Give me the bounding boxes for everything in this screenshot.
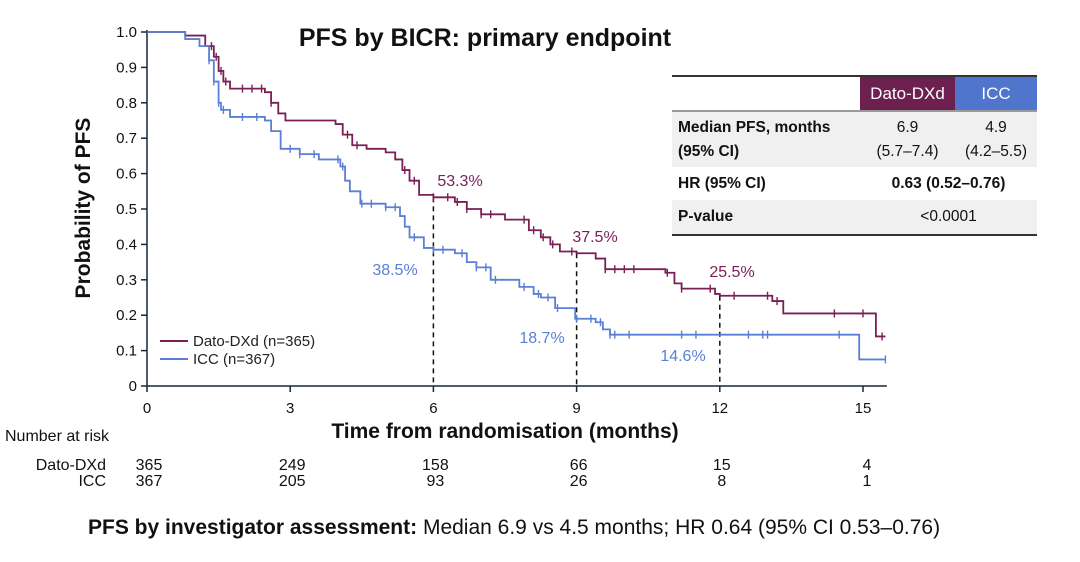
y-tick-label: 0.8: [116, 95, 137, 112]
risk-row-label-icc: ICC: [78, 473, 106, 490]
p-value: <0.0001: [920, 208, 977, 225]
hr-value: 0.63 (0.52–0.76): [891, 174, 1006, 192]
x-tick-label: 12: [711, 400, 728, 417]
table-header-row: Dato-DXd ICC: [672, 75, 1037, 110]
risk-value: 367: [135, 473, 163, 490]
y-tick-label: 0.1: [116, 343, 137, 360]
y-tick-label: 0.9: [116, 59, 137, 76]
risk-value: 26: [569, 473, 588, 490]
header-icc: ICC: [955, 77, 1037, 110]
risk-value: 15: [712, 457, 731, 474]
summary-table: Dato-DXd ICC Median PFS, months (95% CI) …: [672, 75, 1037, 236]
x-tick-label: 15: [855, 400, 872, 417]
y-tick-label: 0.5: [116, 201, 137, 218]
y-axis-label: Probability of PFS: [72, 117, 95, 299]
legend-label: ICC (n=367): [193, 351, 275, 368]
p-label: P-value: [678, 208, 734, 225]
chart-title: PFS by BICR: primary endpoint: [298, 24, 672, 52]
x-tick-label: 9: [572, 400, 580, 417]
x-tick-label: 0: [143, 400, 151, 417]
hr-label: HR (95% CI): [678, 174, 766, 192]
median-ci-label: (95% CI): [678, 142, 740, 160]
footer-text: Median 6.9 vs 4.5 months; HR 0.64 (95% C…: [417, 516, 941, 539]
km-plot: 0 0.1 0.2 0.3 0.4 0.5 0.6 0.7 0.8 0.9 1.0 0 3 6 9 12 15 5…: [116, 24, 887, 417]
footer-bold: PFS by investigator assessment:: [88, 516, 418, 539]
median-label: Median PFS, months: [678, 118, 831, 136]
y-tick-label: 0: [129, 378, 137, 395]
x-tick-label: 6: [429, 400, 437, 417]
risk-table-title: Number at risk: [5, 428, 110, 445]
risk-value: 365: [135, 457, 163, 474]
landmark-label: 14.6%: [660, 348, 705, 365]
risk-value: 1: [862, 473, 872, 490]
p-value-row: P-value <0.0001: [672, 200, 1037, 236]
y-tick-label: 1.0: [116, 24, 137, 41]
median-pfs-row: Median PFS, months (95% CI) 6.9 (5.7–7.4) …: [672, 110, 1037, 167]
risk-value: 249: [278, 457, 306, 474]
risk-row-label-dato: Dato-DXd: [35, 457, 106, 474]
y-tick-label: 0.7: [116, 130, 137, 147]
median-icc-ci: (4.2–5.5): [964, 142, 1028, 160]
hr-row: HR (95% CI) 0.63 (0.52–0.76): [672, 167, 1037, 200]
median-dato-ci: (5.7–7.4): [876, 142, 939, 160]
landmark-label: 37.5%: [572, 229, 617, 246]
header-dato-dxd: Dato-DXd: [860, 77, 955, 110]
median-icc: 4.9: [985, 118, 1007, 136]
footer-note: PFS by investigator assessment: Median 6…: [88, 516, 940, 540]
y-tick-label: 0.2: [116, 307, 137, 324]
median-dato: 6.9: [896, 118, 919, 136]
risk-value: 8: [717, 473, 727, 490]
risk-value: 66: [569, 457, 588, 474]
y-tick-label: 0.4: [116, 236, 137, 253]
risk-value: 158: [422, 457, 449, 474]
landmark-label: 25.5%: [709, 264, 754, 281]
landmark-label: 53.3%: [437, 173, 482, 190]
landmark-label: 18.7%: [519, 330, 564, 347]
risk-value: 93: [426, 473, 445, 490]
x-tick-label: 3: [286, 400, 294, 417]
km-curve-icc: [147, 31, 886, 361]
y-tick-label: 0.3: [116, 272, 137, 289]
landmark-label: 38.5%: [372, 262, 417, 279]
risk-value: 205: [278, 473, 306, 490]
risk-value: 4: [862, 457, 872, 474]
x-axis-label: Time from randomisation (months): [331, 420, 679, 443]
legend-label: Dato-DXd (n=365): [193, 333, 315, 350]
y-tick-label: 0.6: [116, 166, 137, 183]
